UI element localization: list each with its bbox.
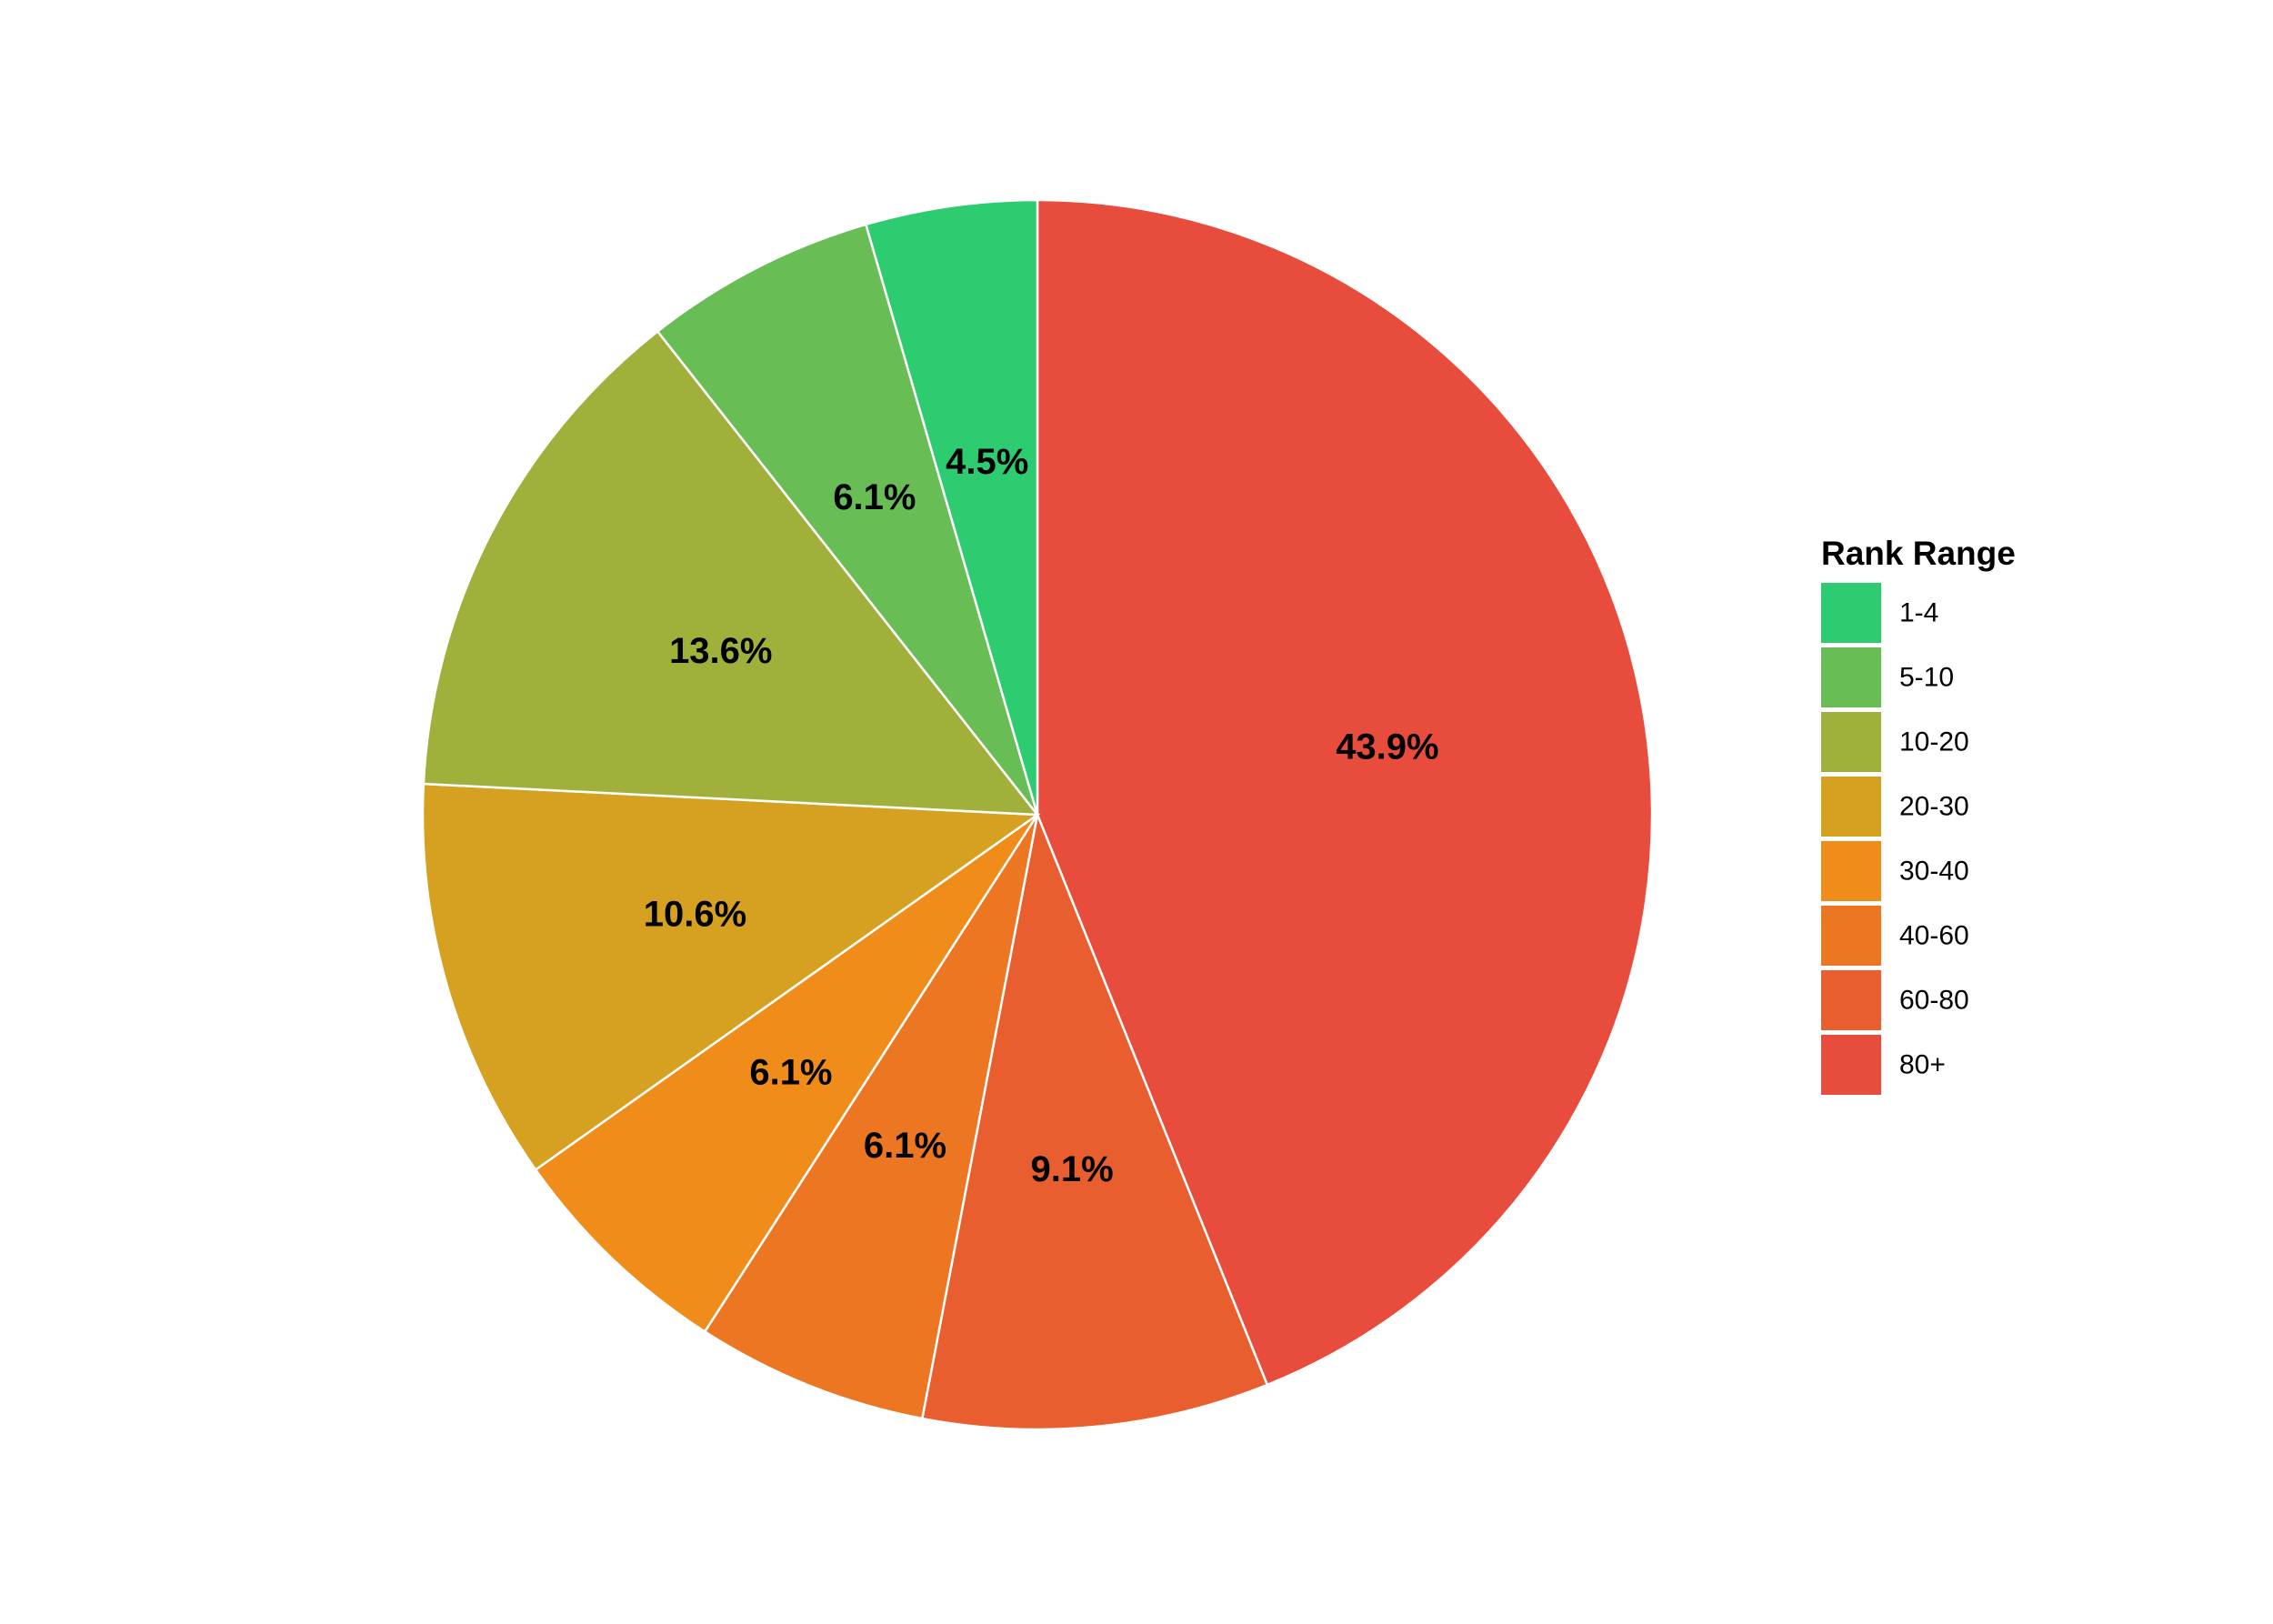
pie-slice-label: 4.5% <box>946 442 1028 482</box>
pie-slice-40-60 <box>703 814 1039 1420</box>
pie-slice-label: 9.1% <box>1031 1149 1114 1189</box>
pie-slice-labels: 43.9% 9.1% 6.1% 6.1% 10.6% 13.6% 6.1% 4.5% <box>644 442 1439 1189</box>
pie-slice-label: 6.1% <box>833 477 916 517</box>
legend-swatch <box>1821 712 1881 772</box>
legend-label: 5-10 <box>1899 663 1954 693</box>
pie-slice-label: 10.6% <box>644 894 746 934</box>
legend-label: 40-60 <box>1899 921 1969 951</box>
legend-item: 30-40 <box>1821 841 1969 901</box>
legend-swatch <box>1821 1035 1881 1095</box>
legend-item: 80+ <box>1821 1035 1946 1095</box>
pie-slice-10-20 <box>422 329 1040 817</box>
legend-label: 1-4 <box>1899 598 1938 628</box>
pie-slice-label: 6.1% <box>864 1126 946 1166</box>
pie-slice-80plus <box>1036 198 1654 1387</box>
legend-swatch <box>1821 583 1881 643</box>
legend-swatch <box>1821 647 1881 707</box>
legend-item: 1-4 <box>1821 583 1938 643</box>
legend-item: 40-60 <box>1821 906 1969 966</box>
legend-swatch <box>1821 906 1881 966</box>
legend-label: 60-80 <box>1899 986 1969 1016</box>
legend-swatch <box>1821 777 1881 837</box>
legend-label: 20-30 <box>1899 792 1969 822</box>
legend-item: 5-10 <box>1821 647 1954 707</box>
legend-label: 10-20 <box>1899 727 1969 757</box>
pie-slice-label: 13.6% <box>669 631 772 671</box>
legend-item: 10-20 <box>1821 712 1969 772</box>
legend-label: 30-40 <box>1899 857 1969 887</box>
legend-item: 20-30 <box>1821 777 1969 837</box>
pie-slice-30-40 <box>534 813 1039 1334</box>
legend-swatch <box>1821 970 1881 1030</box>
pie-slice-label: 43.9% <box>1336 727 1438 767</box>
pie-slice-1-4 <box>864 198 1039 816</box>
legend-title: Rank Range <box>1821 535 2016 572</box>
legend-item: 60-80 <box>1821 970 1969 1030</box>
pie-slices <box>421 198 1654 1431</box>
pie-slice-20-30 <box>421 782 1041 1172</box>
legend-items: 1-4 5-10 10-20 20-30 30-40 40-60 60-80 80+ <box>1821 583 1969 1095</box>
legend-swatch <box>1821 841 1881 901</box>
pie-slice-label: 6.1% <box>749 1052 832 1092</box>
legend-label: 80+ <box>1899 1050 1946 1080</box>
pie-slice-5-10 <box>656 223 1039 816</box>
legend: Rank Range 1-4 5-10 10-20 20-30 30-40 40-60 60… <box>1821 535 2016 1095</box>
